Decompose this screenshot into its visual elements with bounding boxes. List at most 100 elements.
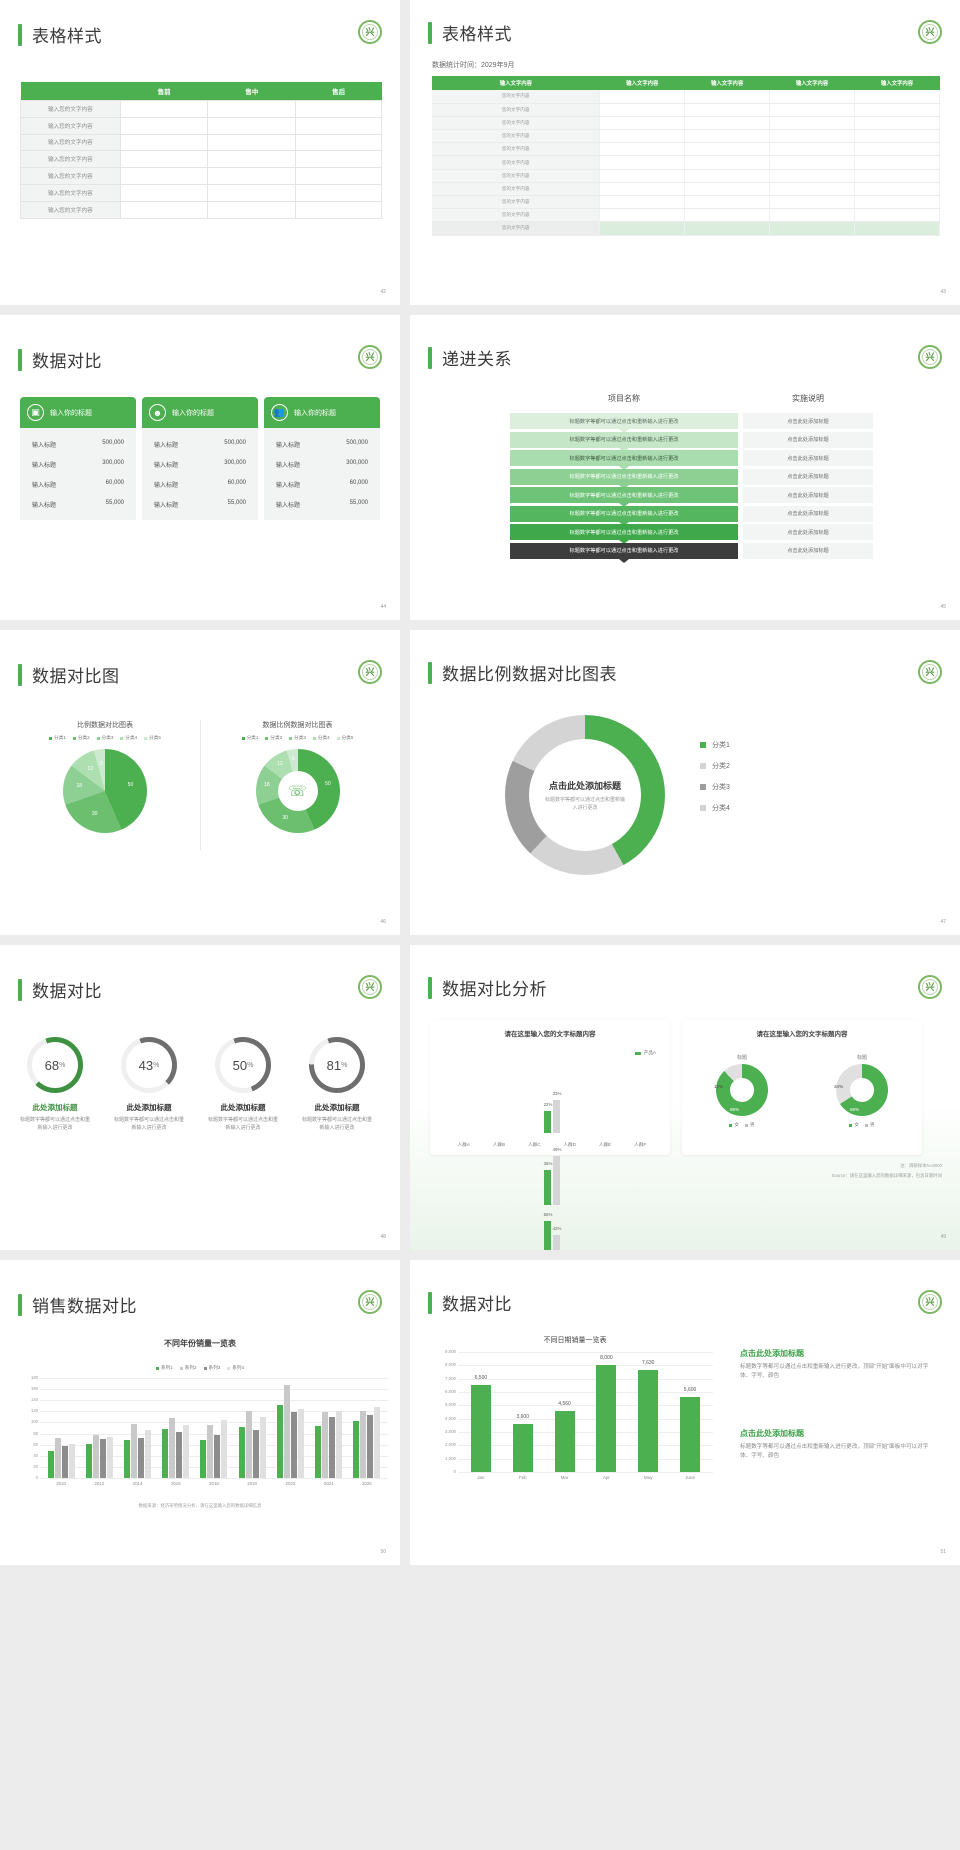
bar-series-a: 56% xyxy=(544,1212,552,1250)
slide-number: 44 xyxy=(380,604,386,610)
card-body: 输入标题 500,000 输入标题 300,000 输入标题 60,000 输入标题 55,0… xyxy=(264,428,380,520)
gauge-unit: % xyxy=(153,1061,160,1069)
comparison-card[interactable]: 👥 输入你的标题 输入标题 500,000 输入标题 300,000 输入标题 60,000 输… xyxy=(264,397,380,520)
slide-thumbnail-48[interactable]: 数据对比 兴 68% 此处添加标题 标题数字等都可以通过点击和重新输入进行更改 43%… xyxy=(0,945,400,1250)
table-row: 输入您的文字内容 xyxy=(20,133,382,152)
row-left-label: 标题数字等都可以通过点击和重新输入进行更改 xyxy=(510,413,738,433)
row-label: 输入您的文字内容 xyxy=(20,183,121,202)
row-right-label: 点击此处添加标题 xyxy=(743,468,873,485)
slide-thumbnail-50[interactable]: 销售数据对比 兴 不同年份销量一览表 系列1 系列2 系列3 系列4 180 160 14… xyxy=(0,1260,400,1565)
slide-thumbnail-45[interactable]: 递进关系 兴 项目名称 实施说明 标题数字等都可以通过点击和重新输入进行更改 点击… xyxy=(410,315,960,620)
progressive-row[interactable]: 标题数字等都可以通过点击和重新输入进行更改 点击此处添加标题 xyxy=(510,468,873,489)
slide-thumbnail-49[interactable]: 数据对比分析 兴 请在这里输入您的文字标题内容 产品A 22% 33% 35% 49%… xyxy=(410,945,960,1250)
card-row: 输入标题 55,000 xyxy=(264,494,380,514)
slide-thumbnail-44[interactable]: 数据对比 兴 ▣ 输入你的标题 输入标题 500,000 输入标题 300,000 输入标题… xyxy=(0,315,400,620)
chart-legend: 分类1 分类2 分类3 分类4 分类5 xyxy=(210,735,385,741)
table-row: 您的文字内容 xyxy=(432,116,940,131)
card-header: ☻ 输入你的标题 xyxy=(142,397,258,428)
chart-gridlines xyxy=(40,1378,388,1479)
table-cell xyxy=(295,150,382,169)
progressive-row[interactable]: 标题数字等都可以通过点击和重新输入进行更改 点击此处添加标题 xyxy=(510,431,873,452)
donut-hole xyxy=(730,1078,754,1102)
card-row: 输入标题 500,000 xyxy=(264,434,380,454)
single-user-icon: ☻ xyxy=(149,404,166,421)
comparison-card[interactable]: ☻ 输入你的标题 输入标题 500,000 输入标题 300,000 输入标题 60,000 输… xyxy=(142,397,258,520)
progressive-row[interactable]: 标题数字等都可以通过点击和重新输入进行更改 点击此处添加标题 xyxy=(510,487,873,507)
slide-thumbnail-42[interactable]: 表格样式 兴 售前 售中 售后 输入您的文字内容 输入您的文字内容 输入您的文字内容… xyxy=(0,0,400,305)
table-cell xyxy=(769,142,856,157)
bar-series-4 xyxy=(259,1416,266,1478)
card-row: 输入标题 300,000 xyxy=(264,454,380,474)
progressive-row[interactable]: 标题数字等都可以通过点击和重新输入进行更改 点击此处添加标题 xyxy=(510,450,873,470)
gauge-item[interactable]: 81% 此处添加标题 标题数字等都可以通过点击和重新输入进行更改 xyxy=(290,1037,384,1132)
pie-value-label: 5 xyxy=(100,761,103,768)
donut-value-male: 88% xyxy=(730,1107,740,1112)
table-cell xyxy=(854,169,940,183)
legend-swatch xyxy=(179,1366,183,1370)
bar-series-3 xyxy=(99,1439,106,1478)
column-header-project-name: 项目名称 xyxy=(608,394,640,403)
legend-swatch xyxy=(289,736,293,740)
table-row: 输入您的文字内容 xyxy=(20,100,382,118)
gauge-item[interactable]: 68% 此处添加标题 标题数字等都可以通过点击和重新输入进行更改 xyxy=(8,1037,102,1132)
card-row: 输入标题 55,000 xyxy=(142,494,258,514)
comparison-card[interactable]: ▣ 输入你的标题 输入标题 500,000 输入标题 300,000 输入标题 60,000 输… xyxy=(20,397,136,520)
table-cell xyxy=(207,183,297,202)
x-tick-label: 2018 xyxy=(209,1481,219,1486)
gauge-item[interactable]: 43% 此处添加标题 标题数字等都可以通过点击和重新输入进行更改 xyxy=(102,1037,196,1132)
bar-series-2 xyxy=(283,1384,290,1478)
gauge-title: 此处添加标题 xyxy=(32,1103,78,1112)
y-tick-label: 0 xyxy=(453,1469,456,1474)
table-cell xyxy=(599,169,686,183)
slide-thumbnail-47[interactable]: 数据比例数据对比图表 兴 点击此处添加标题 标题数字等都可以通过点击和重新输入进… xyxy=(410,630,960,935)
table-cell xyxy=(854,116,940,131)
slide-header: 数据对比 xyxy=(428,1290,512,1315)
row-value: 55,000 xyxy=(227,499,246,506)
bar-series-b: 49% xyxy=(553,1147,561,1205)
bar-series-2 xyxy=(54,1438,61,1478)
legend-label: 分类1 xyxy=(712,742,730,749)
chevron-down-icon xyxy=(619,429,629,433)
donut-legend: 女男 xyxy=(836,1122,888,1128)
table-cell xyxy=(769,182,856,197)
gender-donut: 标题 12% 88% 女男 xyxy=(714,1054,768,1128)
table-cell xyxy=(769,195,856,210)
page-title: 表格样式 xyxy=(442,25,512,44)
slide-number: 49 xyxy=(940,1234,946,1240)
slide-thumbnail-43[interactable]: 表格样式 兴 数据统计时间：2029年9月 输入文字内容 输入文字内容 输入文字内容… xyxy=(410,0,960,305)
table-cell xyxy=(599,90,686,104)
row-value: 60,000 xyxy=(349,479,368,486)
slide-header: 数据对比 xyxy=(18,347,102,372)
x-axis-labels: 2010 2012 2014 2016 2018 2020 2022 2024 2026 xyxy=(42,1481,386,1486)
row-right-label: 点击此处添加标题 xyxy=(743,505,873,522)
card-row: 输入标题 300,000 xyxy=(20,454,136,474)
row-label: 输入标题 xyxy=(32,462,57,469)
col-header-midsale: 售中 xyxy=(207,82,296,101)
row-label: 输入您的文字内容 xyxy=(20,200,121,219)
col-header-presale: 售前 xyxy=(120,82,208,101)
gridline xyxy=(458,1445,713,1447)
legend-label: 女 xyxy=(734,1122,739,1127)
table-cell xyxy=(684,182,771,197)
progressive-row[interactable]: 标题数字等都可以通过点击和重新输入进行更改 点击此处添加标题 xyxy=(510,413,873,433)
slide-thumbnail-51[interactable]: 数据对比 兴 不同日期销量一览表 9,000 8,000 7,000 6,000 5,0… xyxy=(410,1260,960,1565)
bar-series-4 xyxy=(68,1443,75,1478)
row-label: 输入标题 xyxy=(154,482,179,489)
x-tick-label: Jan xyxy=(477,1475,485,1480)
slide-thumbnail-46[interactable]: 数据对比图 兴 比例数据对比图表 分类1 分类2 分类3 分类4 分类5 50 30 18 1… xyxy=(0,630,400,935)
pie-chart-proportion: 比例数据对比图表 分类1 分类2 分类3 分类4 分类5 50 30 18 12 5 xyxy=(20,720,190,833)
bar-series-1 xyxy=(124,1440,131,1478)
progressive-row[interactable]: 标题数字等都可以通过点击和重新输入进行更改 点击此处添加标题 xyxy=(510,505,873,526)
table-row: 输入您的文字内容 xyxy=(20,167,382,185)
table-row: 您的文字内容 xyxy=(432,142,940,157)
table-cell xyxy=(684,155,771,170)
progressive-row[interactable]: 标题数字等都可以通过点击和重新输入进行更改 点击此处添加标题 xyxy=(510,524,873,544)
x-axis-labels: 人群A 人群B 人群C 人群D 人群E 人群F xyxy=(446,1142,658,1148)
bar-series-3 xyxy=(61,1445,68,1478)
legend-item: 分类1 xyxy=(49,735,66,741)
gauge-item[interactable]: 50% 此处添加标题 标题数字等都可以通过点击和重新输入进行更改 xyxy=(196,1037,290,1132)
progressive-row[interactable]: 标题数字等都可以通过点击和重新输入进行更改 点击此处添加标题 xyxy=(510,542,873,563)
slide-number: 47 xyxy=(940,919,946,925)
row-label: 您的文字内容 xyxy=(432,169,601,183)
legend-item: 分类2 xyxy=(700,761,730,771)
